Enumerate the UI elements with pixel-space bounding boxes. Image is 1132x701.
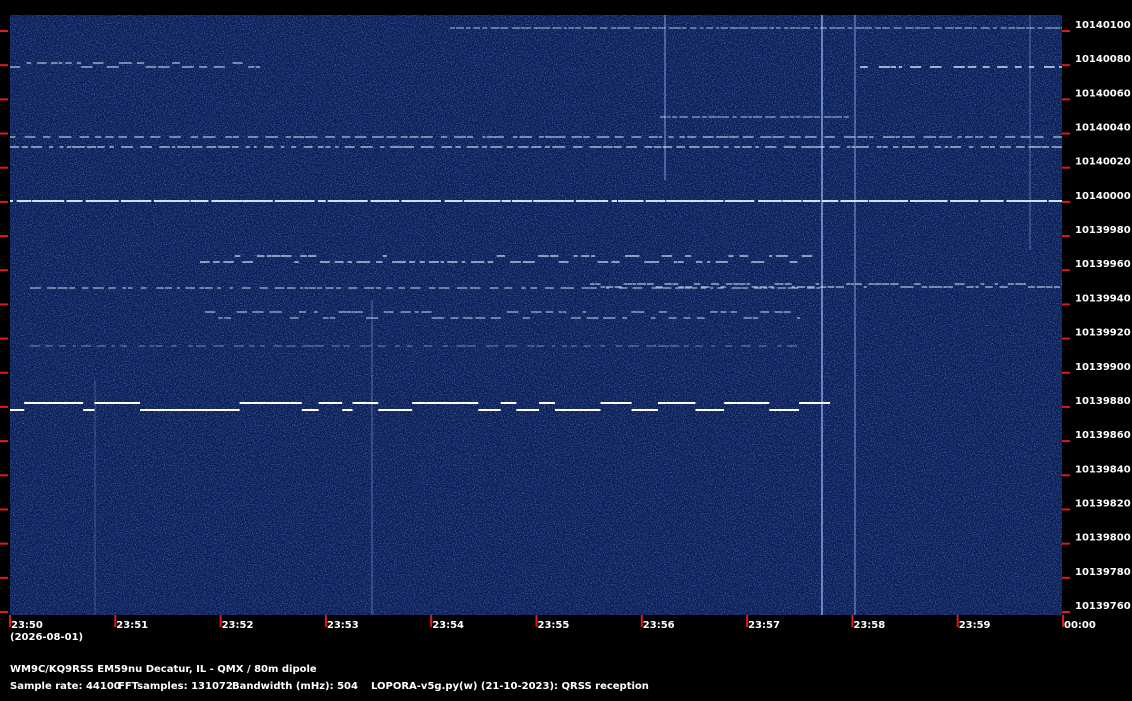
x-tick-label: 23:50 <box>11 620 43 631</box>
sample-rate: Sample rate: 44100 <box>10 681 121 692</box>
x-tick-label: 23:58 <box>853 620 885 631</box>
y-tick-label: 10139820 <box>1075 498 1131 509</box>
y-tick-label: 10139900 <box>1075 362 1131 373</box>
y-tick-label: 10139980 <box>1075 225 1131 236</box>
fft-samples: FFTsamples: 131072 <box>118 681 233 692</box>
x-tick-label: 23:59 <box>959 620 991 631</box>
bandwidth: Bandwidth (mHz): 504 <box>232 681 358 692</box>
y-tick-label: 10139780 <box>1075 567 1131 578</box>
x-tick-label: 23:53 <box>327 620 359 631</box>
software: LOPORA-v5g.py(w) (21-10-2023): QRSS rece… <box>371 681 649 692</box>
x-tick-label: 23:56 <box>643 620 675 631</box>
y-tick-label: 10139940 <box>1075 293 1131 304</box>
x-tick-label: 23:52 <box>222 620 254 631</box>
y-tick-label: 10139920 <box>1075 328 1131 339</box>
date-label: (2026-08-01) <box>10 632 83 643</box>
y-tick-label: 10139880 <box>1075 396 1131 407</box>
x-tick-label: 23:57 <box>748 620 780 631</box>
y-tick-label: 10140020 <box>1075 157 1131 168</box>
y-tick-label: 10139800 <box>1075 533 1131 544</box>
y-tick-label: 10140080 <box>1075 54 1131 65</box>
y-tick-label: 10139960 <box>1075 259 1131 270</box>
y-tick-label: 10139760 <box>1075 601 1131 612</box>
y-tick-label: 10140060 <box>1075 88 1131 99</box>
y-tick-label: 10140100 <box>1075 20 1131 31</box>
y-tick-label: 10139840 <box>1075 464 1131 475</box>
x-tick-label: 23:55 <box>538 620 570 631</box>
signals <box>10 15 1062 615</box>
x-tick-label: 00:00 <box>1064 620 1096 631</box>
x-tick-label: 23:54 <box>432 620 464 631</box>
station-label: WM9C/KQ9RSS EM59nu Decatur, IL - QMX / 8… <box>10 664 317 675</box>
y-tick-label: 10140000 <box>1075 191 1131 202</box>
y-tick-label: 10140040 <box>1075 123 1131 134</box>
y-tick-label: 10139860 <box>1075 430 1131 441</box>
x-tick-label: 23:51 <box>116 620 148 631</box>
spectrogram-noise <box>10 15 1062 615</box>
